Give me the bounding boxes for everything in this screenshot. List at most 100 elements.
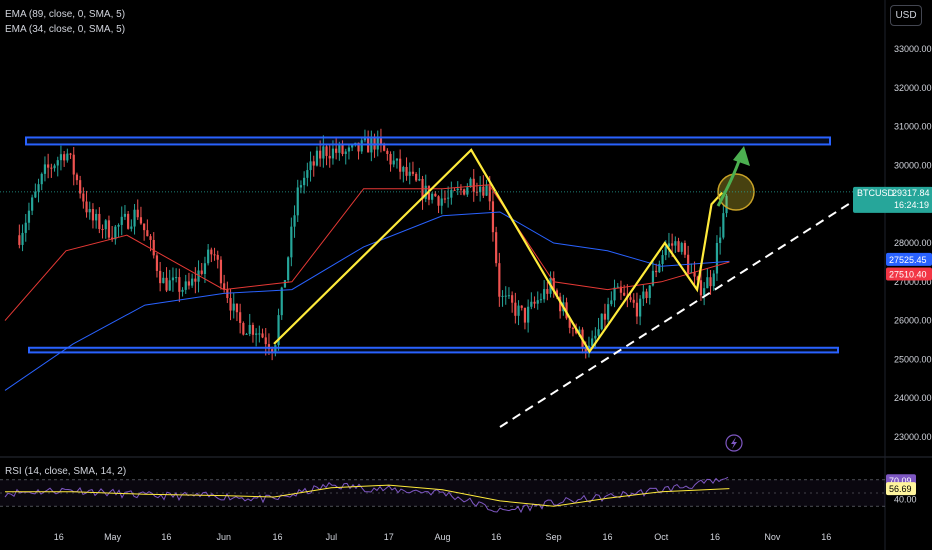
candle-body bbox=[123, 213, 127, 217]
candle-body bbox=[117, 224, 120, 227]
candle bbox=[447, 186, 450, 208]
candle bbox=[91, 203, 95, 229]
y-tick-label: 25000.00 bbox=[894, 354, 932, 364]
candle bbox=[725, 193, 728, 218]
candle-body bbox=[264, 337, 267, 345]
candle bbox=[530, 292, 533, 310]
candle-body bbox=[667, 243, 671, 247]
candle bbox=[347, 143, 351, 160]
candle-body bbox=[642, 291, 645, 299]
candle bbox=[322, 135, 325, 168]
candle-body bbox=[463, 189, 466, 195]
candle bbox=[47, 153, 50, 179]
candle bbox=[703, 282, 706, 306]
candle bbox=[527, 299, 530, 333]
candle-body bbox=[175, 277, 178, 279]
candle-body bbox=[517, 305, 520, 316]
candle bbox=[75, 172, 79, 185]
candle bbox=[248, 313, 251, 337]
candle-body bbox=[63, 154, 66, 161]
candle-body bbox=[312, 161, 315, 166]
candle-body bbox=[69, 153, 72, 155]
candle-body bbox=[98, 213, 101, 230]
x-tick-label: Nov bbox=[764, 532, 781, 542]
candle-body bbox=[43, 164, 47, 174]
candle-body bbox=[107, 220, 111, 238]
candle bbox=[501, 290, 504, 307]
candle-body bbox=[555, 290, 559, 297]
candle-body bbox=[498, 263, 501, 297]
candle-body bbox=[501, 295, 504, 297]
candle-body bbox=[357, 142, 360, 152]
candle-body bbox=[168, 280, 171, 291]
candle bbox=[280, 286, 283, 320]
candle-body bbox=[85, 201, 88, 213]
candle bbox=[533, 296, 536, 309]
candle bbox=[475, 182, 479, 196]
rsi-ma-badge-bg bbox=[886, 482, 916, 496]
candle bbox=[568, 317, 571, 334]
candle-body bbox=[578, 329, 581, 334]
candle-body bbox=[514, 302, 517, 316]
candle bbox=[648, 284, 651, 305]
candle bbox=[344, 148, 347, 165]
ema89-legend[interactable]: EMA (89, close, 0, SMA, 5) bbox=[5, 9, 126, 20]
candle bbox=[95, 209, 98, 229]
currency-button[interactable]: USD bbox=[890, 5, 922, 26]
candle-body bbox=[511, 295, 514, 303]
candle bbox=[539, 293, 543, 304]
candle bbox=[274, 344, 277, 357]
candle bbox=[283, 279, 287, 288]
x-tick-label: May bbox=[104, 532, 122, 542]
candle-body bbox=[623, 292, 626, 296]
candle-body bbox=[146, 230, 149, 237]
candle-body bbox=[283, 280, 287, 288]
candle-body bbox=[479, 186, 482, 193]
candle bbox=[43, 156, 47, 182]
ema34-legend[interactable]: EMA (34, close, 0, SMA, 5) bbox=[5, 24, 126, 35]
candle bbox=[514, 292, 517, 324]
candle-body bbox=[472, 178, 475, 192]
rsi-badge-text: 70.09 bbox=[889, 476, 912, 486]
candle-body bbox=[178, 277, 181, 292]
countdown-label: 16:24:19 bbox=[894, 200, 929, 210]
y-tick-label: 24000.00 bbox=[894, 393, 932, 403]
candle-body bbox=[255, 333, 258, 335]
candle-body bbox=[21, 232, 24, 245]
symbol-badge-bg bbox=[853, 186, 932, 213]
candle bbox=[136, 199, 139, 220]
candle-body bbox=[139, 217, 143, 224]
candle bbox=[123, 205, 127, 221]
candle bbox=[235, 303, 239, 322]
rsi-legend[interactable]: RSI (14, close, SMA, 14, 2) bbox=[5, 466, 127, 477]
candle-body bbox=[527, 306, 530, 323]
candle-body bbox=[440, 198, 443, 206]
candle-body bbox=[136, 209, 139, 218]
candle bbox=[299, 180, 303, 194]
rising-trendline bbox=[499, 199, 856, 428]
candle bbox=[82, 187, 85, 209]
ema34-badge: 27510.40 bbox=[886, 267, 932, 281]
candle-body bbox=[47, 164, 50, 168]
candle bbox=[463, 188, 466, 196]
candle bbox=[104, 219, 107, 239]
candle-body bbox=[437, 196, 440, 206]
candle-body bbox=[392, 160, 395, 165]
candle-body bbox=[683, 243, 687, 255]
candle-body bbox=[331, 148, 335, 159]
candle-body bbox=[114, 226, 117, 240]
candle bbox=[536, 291, 539, 310]
candle-body bbox=[197, 270, 200, 282]
candle bbox=[511, 291, 514, 313]
candle-body bbox=[248, 324, 251, 334]
candle-body bbox=[213, 254, 216, 256]
candle-body bbox=[434, 193, 437, 197]
x-tick-label: 16 bbox=[602, 532, 612, 542]
candle-body bbox=[482, 186, 485, 196]
candle-body bbox=[575, 328, 578, 334]
candle-body bbox=[453, 189, 456, 191]
candle bbox=[498, 252, 501, 307]
candle bbox=[226, 281, 229, 304]
candle bbox=[191, 273, 194, 288]
